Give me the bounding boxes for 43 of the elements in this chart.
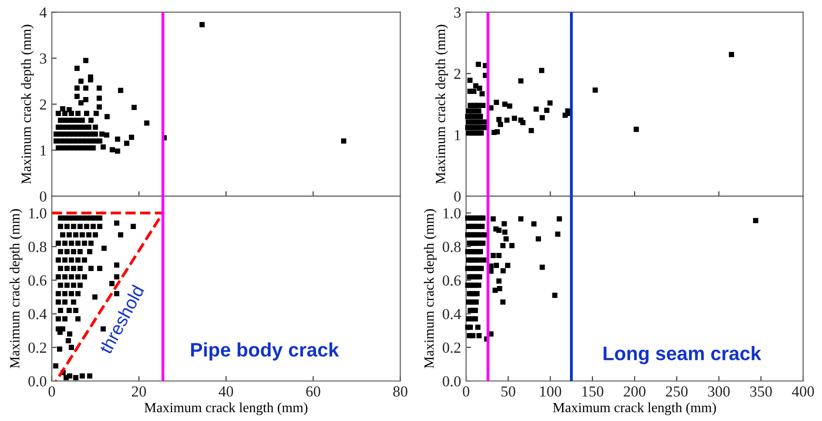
x-axis-title: Maximum crack length (mm) [144,402,308,416]
y-tick-label: 0.2 [28,342,46,353]
y-tick-label: 3 [40,53,46,64]
y-tick-label: 3 [454,7,461,18]
annotation: Long seam crack [604,346,762,364]
y-tick-label: 2 [40,99,46,110]
y-axis-title: Maximum crack depth (mm) [435,24,448,184]
y-axis-title: Maximum crack depth (mm) [424,209,437,368]
y-tick-label: 0 [454,191,461,202]
x-tick-label: 0 [48,386,56,397]
x-axis-title: Maximum crack length (mm) [553,402,716,416]
x-tick-label: 80 [393,386,408,397]
y-tick-label: 0.0 [28,376,46,387]
y-tick-label: 0.0 [442,376,461,387]
y-axis-title: Maximum crack depth (mm) [21,24,34,184]
y-tick-label: 0 [40,191,46,202]
x-tick-label: 40 [218,386,234,397]
y-tick-label: 0.4 [442,308,461,320]
x-tick-label: 300 [708,386,730,397]
y-tick-label: 0.8 [28,242,46,252]
annotation: Pipe body crack [191,342,339,360]
x-tick-label: 150 [582,386,604,397]
x-tick-label: 50 [501,386,516,397]
x-tick-label: 0 [462,386,470,397]
x-tick-label: 400 [792,386,814,397]
y-tick-label: 1.0 [443,208,461,219]
x-tick-label: 100 [540,386,562,397]
y-tick-label: 1.0 [29,208,46,219]
x-tick-label: 20 [132,386,146,397]
y-tick-label: 0.8 [442,242,461,252]
y-tick-label: 0.4 [28,308,47,320]
x-tick-label: 60 [306,386,320,397]
x-tick-label: 200 [624,386,646,397]
y-tick-label: 0.6 [28,275,46,286]
y-axis-title: Maximum crack depth (mm) [10,209,22,368]
y-tick-label: 1 [454,130,460,140]
y-tick-label: 1 [40,145,46,156]
y-tick-label: 4 [40,7,47,18]
x-tick-label: 350 [750,386,772,397]
y-tick-label: 0.2 [442,342,460,353]
x-tick-label: 250 [666,386,688,397]
y-tick-label: 0.6 [442,275,461,286]
y-tick-label: 2 [454,68,460,79]
